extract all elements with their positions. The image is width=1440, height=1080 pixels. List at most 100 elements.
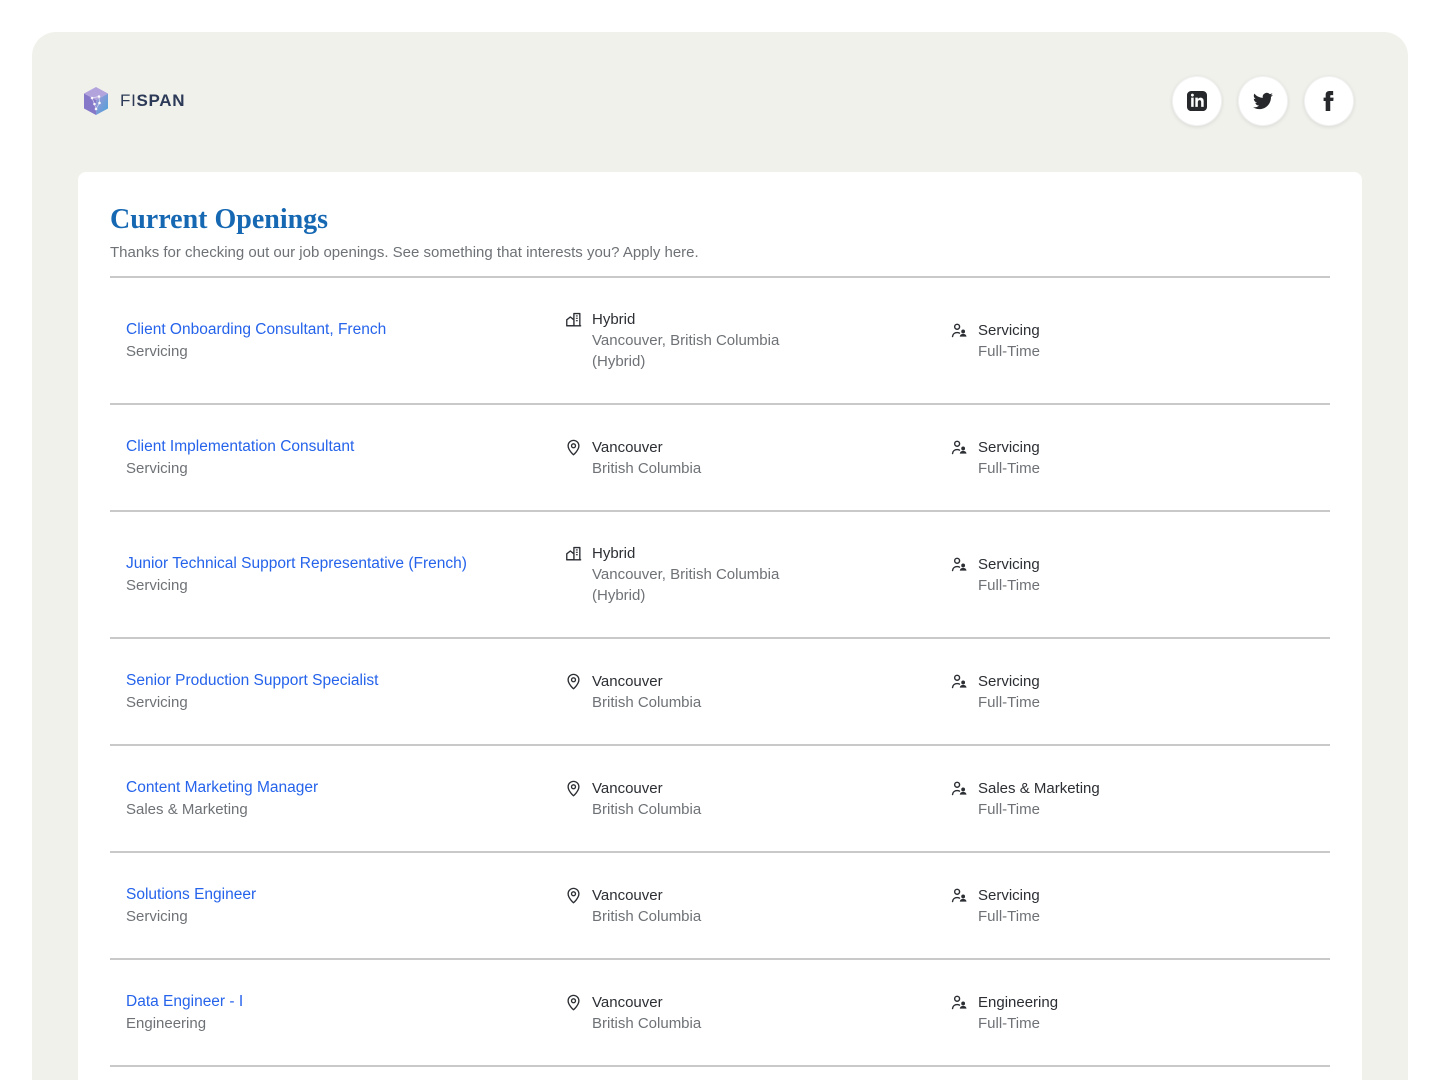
job-team-cell: Servicing Full-Time: [950, 554, 1314, 596]
location-icon: [564, 779, 583, 798]
page-background: FISPAN Current Openings Thanks for check…: [32, 32, 1408, 1080]
team-people-icon: [950, 555, 969, 574]
twitter-button[interactable]: [1238, 76, 1288, 126]
location-icon: [564, 993, 583, 1012]
job-title-link[interactable]: Client Onboarding Consultant, French: [126, 321, 387, 338]
team-name: Servicing: [978, 438, 1040, 456]
people-icon: [951, 440, 968, 454]
job-title-link[interactable]: Senior Production Support Specialist: [126, 672, 379, 689]
job-location-cell: Hybrid Vancouver, British Columbia (Hybr…: [564, 543, 950, 606]
job-title-link[interactable]: Client Implementation Consultant: [126, 438, 355, 455]
job-department: Servicing: [126, 908, 188, 925]
job-location-cell: Vancouver British Columbia: [564, 671, 950, 713]
job-team-cell: Engineering Full-Time: [950, 992, 1314, 1034]
page-subtitle: Thanks for checking out our job openings…: [110, 244, 699, 261]
map-pin-icon: [567, 887, 580, 903]
team-name: Servicing: [978, 886, 1040, 904]
location-secondary: British Columbia: [592, 459, 702, 477]
fispan-cube-icon: [84, 87, 108, 115]
hybrid-building-icon: [566, 312, 582, 327]
job-title-cell: Client Implementation Consultant Servici…: [126, 436, 564, 479]
map-pin-icon: [567, 780, 580, 796]
job-department: Servicing: [126, 577, 188, 594]
location-icon: [564, 672, 583, 691]
job-location-cell: Hybrid Vancouver, British Columbia (Hybr…: [564, 309, 950, 372]
location-icon: [564, 438, 583, 457]
location-secondary: Vancouver, British Columbia: [592, 332, 780, 349]
team-name: Servicing: [978, 555, 1040, 573]
team-text: Servicing Full-Time: [978, 437, 1040, 479]
job-row: Content Marketing Manager Sales & Market…: [110, 746, 1330, 853]
employment-type: Full-Time: [978, 342, 1040, 360]
location-tertiary: (Hybrid): [592, 587, 646, 604]
location-text: Hybrid Vancouver, British Columbia (Hybr…: [592, 543, 779, 606]
facebook-button[interactable]: [1304, 76, 1354, 126]
team-people-icon: [950, 886, 969, 905]
people-icon: [951, 674, 968, 688]
location-text: Vancouver British Columbia: [592, 671, 701, 713]
location-primary: Vancouver: [592, 993, 663, 1011]
map-pin-icon: [567, 439, 580, 455]
job-team-cell: Sales & Marketing Full-Time: [950, 778, 1314, 820]
job-title-cell: Junior Technical Support Representative …: [126, 553, 564, 596]
job-department: Servicing: [126, 460, 188, 477]
job-title-link[interactable]: Solutions Engineer: [126, 886, 257, 903]
team-people-icon: [950, 672, 969, 691]
job-team-cell: Servicing Full-Time: [950, 885, 1314, 927]
hybrid-building-icon: [566, 546, 582, 561]
location-primary: Hybrid: [592, 545, 636, 562]
map-pin-icon: [567, 673, 580, 689]
job-row: Solutions Engineer Servicing Vancouver B…: [110, 853, 1330, 960]
location-primary: Vancouver: [592, 886, 663, 904]
people-icon: [951, 323, 968, 337]
job-department: Servicing: [126, 694, 188, 711]
people-icon: [951, 995, 968, 1009]
job-row: Junior Technical Support Representative …: [110, 512, 1330, 639]
jobs-list: Client Onboarding Consultant, French Ser…: [110, 276, 1330, 1080]
job-title-cell: Client Onboarding Consultant, French Ser…: [126, 319, 564, 362]
team-text: Servicing Full-Time: [978, 671, 1040, 713]
team-people-icon: [950, 779, 969, 798]
job-title-link[interactable]: Data Engineer - I: [126, 993, 244, 1010]
job-title-link[interactable]: Junior Technical Support Representative …: [126, 555, 467, 572]
job-location-cell: Vancouver British Columbia: [564, 992, 950, 1034]
linkedin-icon: [1187, 91, 1207, 111]
location-secondary: British Columbia: [592, 693, 702, 711]
team-name: Sales & Marketing: [978, 779, 1100, 797]
team-text: Servicing Full-Time: [978, 554, 1040, 596]
job-title-cell: Senior Production Support Specialist Ser…: [126, 670, 564, 713]
map-pin-icon: [567, 994, 580, 1010]
employment-type: Full-Time: [978, 907, 1040, 925]
employment-type: Full-Time: [978, 1014, 1040, 1032]
job-row: Client Onboarding Consultant, French Ser…: [110, 278, 1330, 405]
team-name: Servicing: [978, 672, 1040, 690]
team-people-icon: [950, 321, 969, 340]
location-text: Vancouver British Columbia: [592, 437, 701, 479]
job-department: Engineering: [126, 1015, 207, 1032]
linkedin-button[interactable]: [1172, 76, 1222, 126]
employment-type: Full-Time: [978, 576, 1040, 594]
job-row: Senior Business Analyst Product Vancouve…: [110, 1067, 1330, 1080]
job-department: Sales & Marketing: [126, 801, 248, 818]
fispan-wordmark: FISPAN: [120, 91, 186, 110]
team-text: Engineering Full-Time: [978, 992, 1058, 1034]
team-name: Engineering: [978, 993, 1059, 1011]
job-row: Client Implementation Consultant Servici…: [110, 405, 1330, 512]
job-title-link[interactable]: Content Marketing Manager: [126, 779, 319, 796]
job-location-cell: Vancouver British Columbia: [564, 778, 950, 820]
job-title-cell: Data Engineer - I Engineering: [126, 991, 564, 1034]
location-text: Hybrid Vancouver, British Columbia (Hybr…: [592, 309, 779, 372]
location-text: Vancouver British Columbia: [592, 778, 701, 820]
location-icon: [564, 310, 583, 329]
location-secondary: British Columbia: [592, 800, 702, 818]
team-text: Servicing Full-Time: [978, 885, 1040, 927]
team-text: Servicing Full-Time: [978, 320, 1040, 362]
people-icon: [951, 781, 968, 795]
location-primary: Vancouver: [592, 438, 663, 456]
job-team-cell: Servicing Full-Time: [950, 437, 1314, 479]
team-text: Sales & Marketing Full-Time: [978, 778, 1100, 820]
job-title-cell: Solutions Engineer Servicing: [126, 884, 564, 927]
fispan-logo[interactable]: FISPAN: [82, 86, 185, 116]
team-people-icon: [950, 438, 969, 457]
facebook-icon: [1323, 91, 1334, 111]
